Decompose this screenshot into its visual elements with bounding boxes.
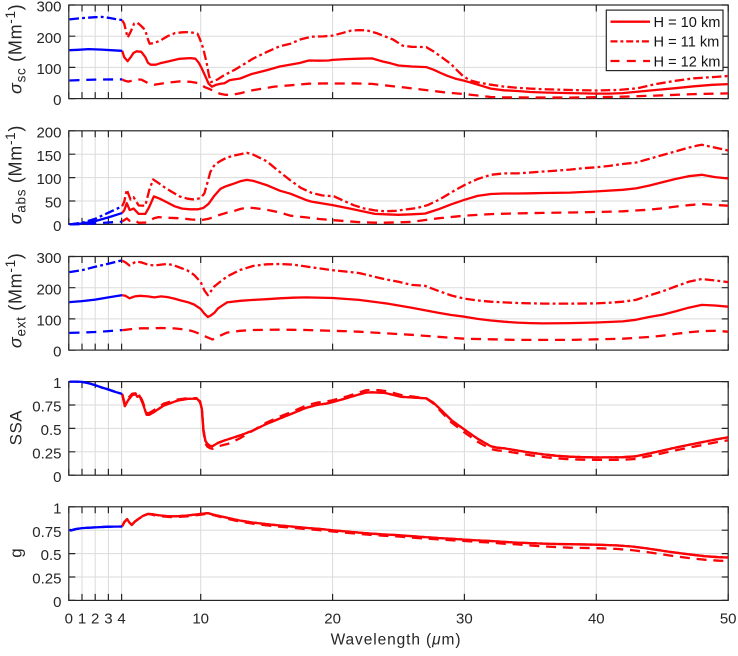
svg-text:0: 0: [53, 594, 61, 611]
svg-text:200: 200: [36, 30, 61, 47]
svg-text:40: 40: [588, 611, 605, 628]
svg-text:50: 50: [720, 611, 737, 628]
svg-text:1: 1: [78, 611, 86, 628]
svg-text:0: 0: [53, 344, 61, 361]
svg-text:σabs (Mm-1): σabs (Mm-1): [3, 125, 28, 224]
svg-text:300: 300: [36, 0, 61, 16]
svg-text:0: 0: [53, 469, 61, 486]
svg-text:0.75: 0.75: [32, 399, 61, 416]
svg-text:150: 150: [36, 148, 61, 165]
svg-text:3: 3: [104, 611, 112, 628]
svg-text:0.25: 0.25: [32, 445, 61, 462]
svg-text:H = 10 km: H = 10 km: [654, 15, 721, 31]
svg-text:0: 0: [65, 611, 73, 628]
svg-text:100: 100: [36, 171, 61, 188]
svg-text:0.5: 0.5: [41, 547, 62, 564]
svg-text:0.5: 0.5: [41, 422, 62, 439]
svg-text:200: 200: [36, 124, 61, 141]
svg-text:50: 50: [45, 195, 62, 212]
svg-text:20: 20: [324, 611, 341, 628]
svg-text:100: 100: [36, 313, 61, 330]
svg-text:2: 2: [91, 611, 99, 628]
svg-text:H = 12 km: H = 12 km: [654, 54, 721, 70]
svg-text:100: 100: [36, 61, 61, 78]
svg-text:SSA: SSA: [7, 410, 26, 446]
svg-text:300: 300: [36, 250, 61, 267]
svg-text:H = 11 km: H = 11 km: [654, 35, 720, 51]
svg-text:σsc (Mm-1): σsc (Mm-1): [3, 4, 28, 94]
svg-text:0.75: 0.75: [32, 524, 61, 541]
svg-text:Wavelength (μm): Wavelength (μm): [331, 631, 462, 648]
svg-text:4: 4: [117, 611, 125, 628]
svg-text:0: 0: [53, 92, 61, 109]
svg-text:0: 0: [53, 218, 61, 235]
svg-text:30: 30: [456, 611, 473, 628]
svg-text:g: g: [7, 548, 26, 558]
svg-text:200: 200: [36, 281, 61, 298]
svg-text:σext (Mm-1): σext (Mm-1): [3, 253, 28, 349]
svg-text:1: 1: [53, 375, 61, 392]
svg-text:10: 10: [192, 611, 209, 628]
svg-text:1: 1: [53, 500, 61, 517]
svg-text:0.25: 0.25: [32, 571, 61, 588]
